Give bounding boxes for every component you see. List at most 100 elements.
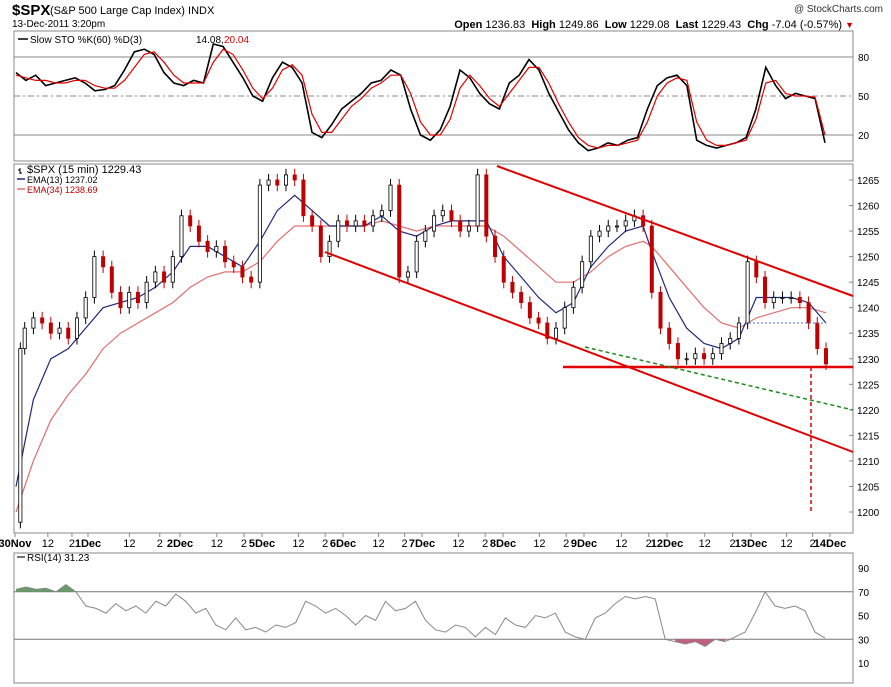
price-candle-body [66, 327, 71, 339]
x-tick-label: 13Dec [735, 538, 767, 550]
price-y-tick-1230: 1230 [857, 355, 880, 366]
price-candle-body [301, 179, 306, 217]
x-tick-label: 9Dec [571, 538, 597, 550]
price-candle-body [449, 210, 454, 222]
x-tick-label: 12Dec [651, 538, 683, 550]
price-y-tick-1205: 1205 [857, 482, 880, 493]
price-candle-body [74, 317, 79, 339]
ema13-line [15, 194, 827, 487]
price-candle-body [283, 174, 288, 186]
x-tick-label: 2 [729, 538, 735, 550]
open-label: Open [454, 19, 483, 31]
price-candle-body [771, 297, 776, 303]
price-y-tick-1200: 1200 [857, 508, 880, 519]
x-tick-label: 2Dec [167, 538, 193, 550]
price-candle-body [40, 317, 45, 324]
x-tick-label: 12 [699, 538, 711, 550]
price-candle-body [405, 271, 410, 278]
price-candle-body [710, 353, 715, 360]
sto-series-d [15, 48, 826, 149]
x-tick-label: 2 [563, 538, 569, 550]
rsi-y-tick-90: 90 [858, 564, 870, 575]
price-candle-body [18, 348, 23, 523]
price-candle-body [440, 210, 445, 217]
price-candle-body [702, 353, 707, 360]
exchange-label: INDX [188, 5, 215, 17]
price-candle-body [728, 337, 733, 344]
price-pane-border [13, 163, 854, 534]
price-candle-body [493, 235, 498, 258]
price-candle-body [780, 297, 785, 299]
x-tick-label: 12 [292, 538, 304, 550]
x-tick-label: 2 [482, 538, 488, 550]
price-candle-body [501, 256, 506, 283]
chg-value: -7.04 (-0.57%) [771, 19, 843, 31]
price-candle-body [484, 174, 489, 237]
rsi-y-tick-30: 30 [858, 635, 870, 646]
price-candle-body [188, 215, 193, 227]
high-label: High [531, 19, 556, 31]
price-candle-body [536, 317, 541, 324]
price-y-tick-1265: 1265 [857, 176, 880, 187]
x-tick-label: 2 [157, 538, 163, 550]
watermark: @ StockCharts.com [793, 4, 883, 15]
price-candle-body [466, 225, 471, 232]
chg-label: Chg [747, 19, 769, 31]
x-tick-label: 2 [241, 538, 247, 550]
price-candle-body [109, 266, 114, 293]
x-tick-label: 12 [533, 538, 545, 550]
price-candle-body [379, 210, 384, 217]
open-value: 1236.83 [485, 19, 526, 31]
x-tick-label: 2 [69, 538, 75, 550]
price-candle-body [667, 327, 672, 344]
price-legend-label: $SPX (15 min) 1229.43 [27, 164, 141, 176]
price-candle-body [658, 291, 663, 329]
x-tick-label: 14Dec [814, 538, 846, 550]
price-candle-body [336, 220, 341, 242]
lower-channel-line [324, 251, 854, 453]
price-candle-body [223, 245, 228, 263]
symbol-description: (S&P 500 Large Cap Index) INDX [50, 5, 214, 17]
low-value: 1229.08 [629, 19, 670, 31]
x-tick-label: 12 [123, 538, 135, 550]
price-candle-body [353, 220, 358, 227]
low-label: Low [604, 19, 627, 31]
price-candle-body [571, 286, 576, 309]
chart-header: $SPX (S&P 500 Large Cap Index) INDX 13-D… [0, 0, 891, 31]
index-name: (S&P 500 Large Cap Index) [50, 5, 185, 17]
price-candle-body [527, 302, 532, 319]
x-tick-label: 8Dec [490, 538, 516, 550]
price-candle-body [205, 240, 210, 252]
price-candle-body [649, 225, 654, 293]
price-candle-body [458, 220, 463, 232]
price-candle-body [519, 291, 524, 303]
price-y-tick-1215: 1215 [857, 431, 880, 442]
last-label: Last [675, 19, 699, 31]
price-legend-label: EMA(34) 1238.69 [27, 185, 98, 195]
price-candle-body [240, 266, 245, 278]
price-y-tick-1235: 1235 [857, 329, 880, 340]
quote-bar: Open 1236.83 High 1249.86 Low 1229.08 La… [454, 19, 854, 31]
price-legend-label: EMA(13) 1237.02 [27, 175, 98, 185]
rsi-legend-label: RSI(14) 31.23 [27, 553, 90, 564]
x-tick-label: 30Nov [0, 538, 32, 550]
price-candle-body [815, 322, 820, 349]
price-candle-body [118, 291, 123, 309]
price-candle-body [684, 358, 689, 361]
price-candle-body [824, 348, 829, 365]
price-candle-body [510, 281, 515, 293]
x-tick-label: 12 [211, 538, 223, 550]
rsi-y-tick-50: 50 [858, 612, 870, 623]
price-candle-body [135, 291, 140, 303]
price-candle-body [257, 184, 262, 283]
sto-y-tick-50: 50 [858, 92, 870, 103]
price-candle-body [371, 215, 376, 227]
x-tick-label: 12 [780, 538, 792, 550]
price-candle-body [153, 271, 158, 283]
x-tick-label: 2 [810, 538, 816, 550]
price-candle-body [231, 261, 236, 268]
sto-y-tick-20: 20 [858, 131, 870, 142]
x-tick-label: 12 [615, 538, 627, 550]
price-y-tick-1250: 1250 [857, 253, 880, 264]
rsi-y-tick-70: 70 [858, 588, 870, 599]
